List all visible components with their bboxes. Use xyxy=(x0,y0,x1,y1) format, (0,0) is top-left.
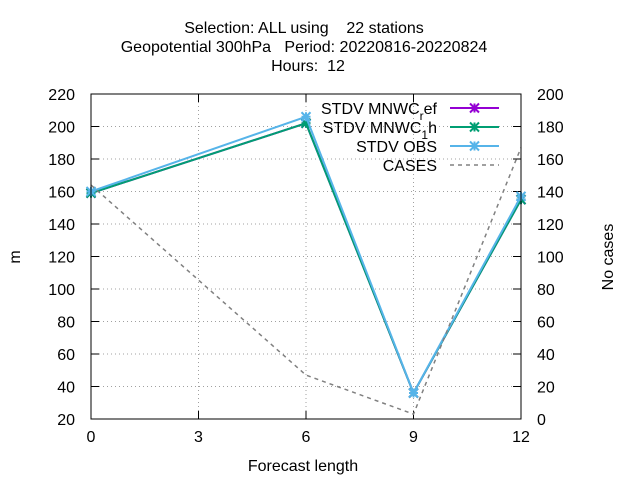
plot-frame xyxy=(90,93,522,420)
y2-tick-label: 180 xyxy=(537,120,564,137)
x-tick-label: 6 xyxy=(302,429,311,446)
y2-axis-label: No cases xyxy=(600,224,617,291)
x-axis-label: Forecast length xyxy=(248,458,358,475)
axis-ticks: 0 3 6 9 122040608010012014016018020022002040… xyxy=(48,87,564,446)
y2-tick-label: 100 xyxy=(537,250,564,267)
y-tick-label: 140 xyxy=(48,217,75,234)
y-tick-label: 100 xyxy=(48,282,75,299)
y2-tick-label: 0 xyxy=(537,412,546,429)
series-lines xyxy=(85,111,527,416)
legend-label-tail: ef xyxy=(424,101,438,118)
y2-tick-label: 80 xyxy=(537,282,555,299)
series-point-2 xyxy=(300,111,312,122)
y2-tick-label: 140 xyxy=(537,185,564,202)
y-tick-label: 180 xyxy=(48,152,75,169)
x-tick-label: 9 xyxy=(409,429,418,446)
y2-tick-label: 120 xyxy=(537,217,564,234)
chart-title-line-3: Hours: 12 xyxy=(271,58,345,75)
y-tick-label: 20 xyxy=(57,412,75,429)
y2-tick-label: 40 xyxy=(537,347,555,364)
legend-label-1: STDV MNWC1h xyxy=(323,120,437,142)
y-tick-label: 40 xyxy=(57,380,75,397)
y-tick-label: 120 xyxy=(48,250,75,267)
series-line-3 xyxy=(90,147,522,416)
y-tick-label: 160 xyxy=(48,185,75,202)
legend-marker-0 xyxy=(469,102,480,114)
legend-marker-1 xyxy=(469,121,480,133)
y-tick-label: 200 xyxy=(48,120,75,137)
x-tick-label: 12 xyxy=(512,429,530,446)
chart-title-line-1: Selection: ALL using 22 stations xyxy=(184,20,424,37)
y-tick-label: 220 xyxy=(48,87,75,104)
legend-label-tail: h xyxy=(428,120,437,137)
grid-lines xyxy=(91,94,521,419)
y-tick-label: 60 xyxy=(57,347,75,364)
y-axis-label: m xyxy=(7,250,24,263)
legend-label-0: STDV MNWCref xyxy=(321,101,438,123)
y2-tick-label: 200 xyxy=(537,87,564,104)
legend-label-main: STDV MNWC xyxy=(321,101,420,118)
y-tick-label: 80 xyxy=(57,315,75,332)
y2-tick-label: 60 xyxy=(537,315,555,332)
y2-tick-label: 20 xyxy=(537,380,555,397)
series-line-2 xyxy=(90,115,522,396)
chart-title-line-2: Geopotential 300hPa Period: 20220816-202… xyxy=(121,39,488,56)
series-point-2 xyxy=(408,387,419,399)
x-tick-label: 3 xyxy=(194,429,203,446)
legend-marker-2 xyxy=(469,140,480,152)
legend-label-3: CASES xyxy=(383,158,437,175)
legend-label-sub: 1 xyxy=(421,128,428,142)
x-tick-label: 0 xyxy=(87,429,96,446)
legend-label-sub: r xyxy=(420,109,424,123)
legend-label-main: CASES xyxy=(383,158,437,175)
legend-label-main: STDV OBS xyxy=(356,139,437,156)
legend-label-main: STDV MNWC xyxy=(323,120,422,137)
legend-label-2: STDV OBS xyxy=(356,139,437,156)
series-point-1 xyxy=(300,118,312,129)
y2-tick-label: 160 xyxy=(537,152,564,169)
